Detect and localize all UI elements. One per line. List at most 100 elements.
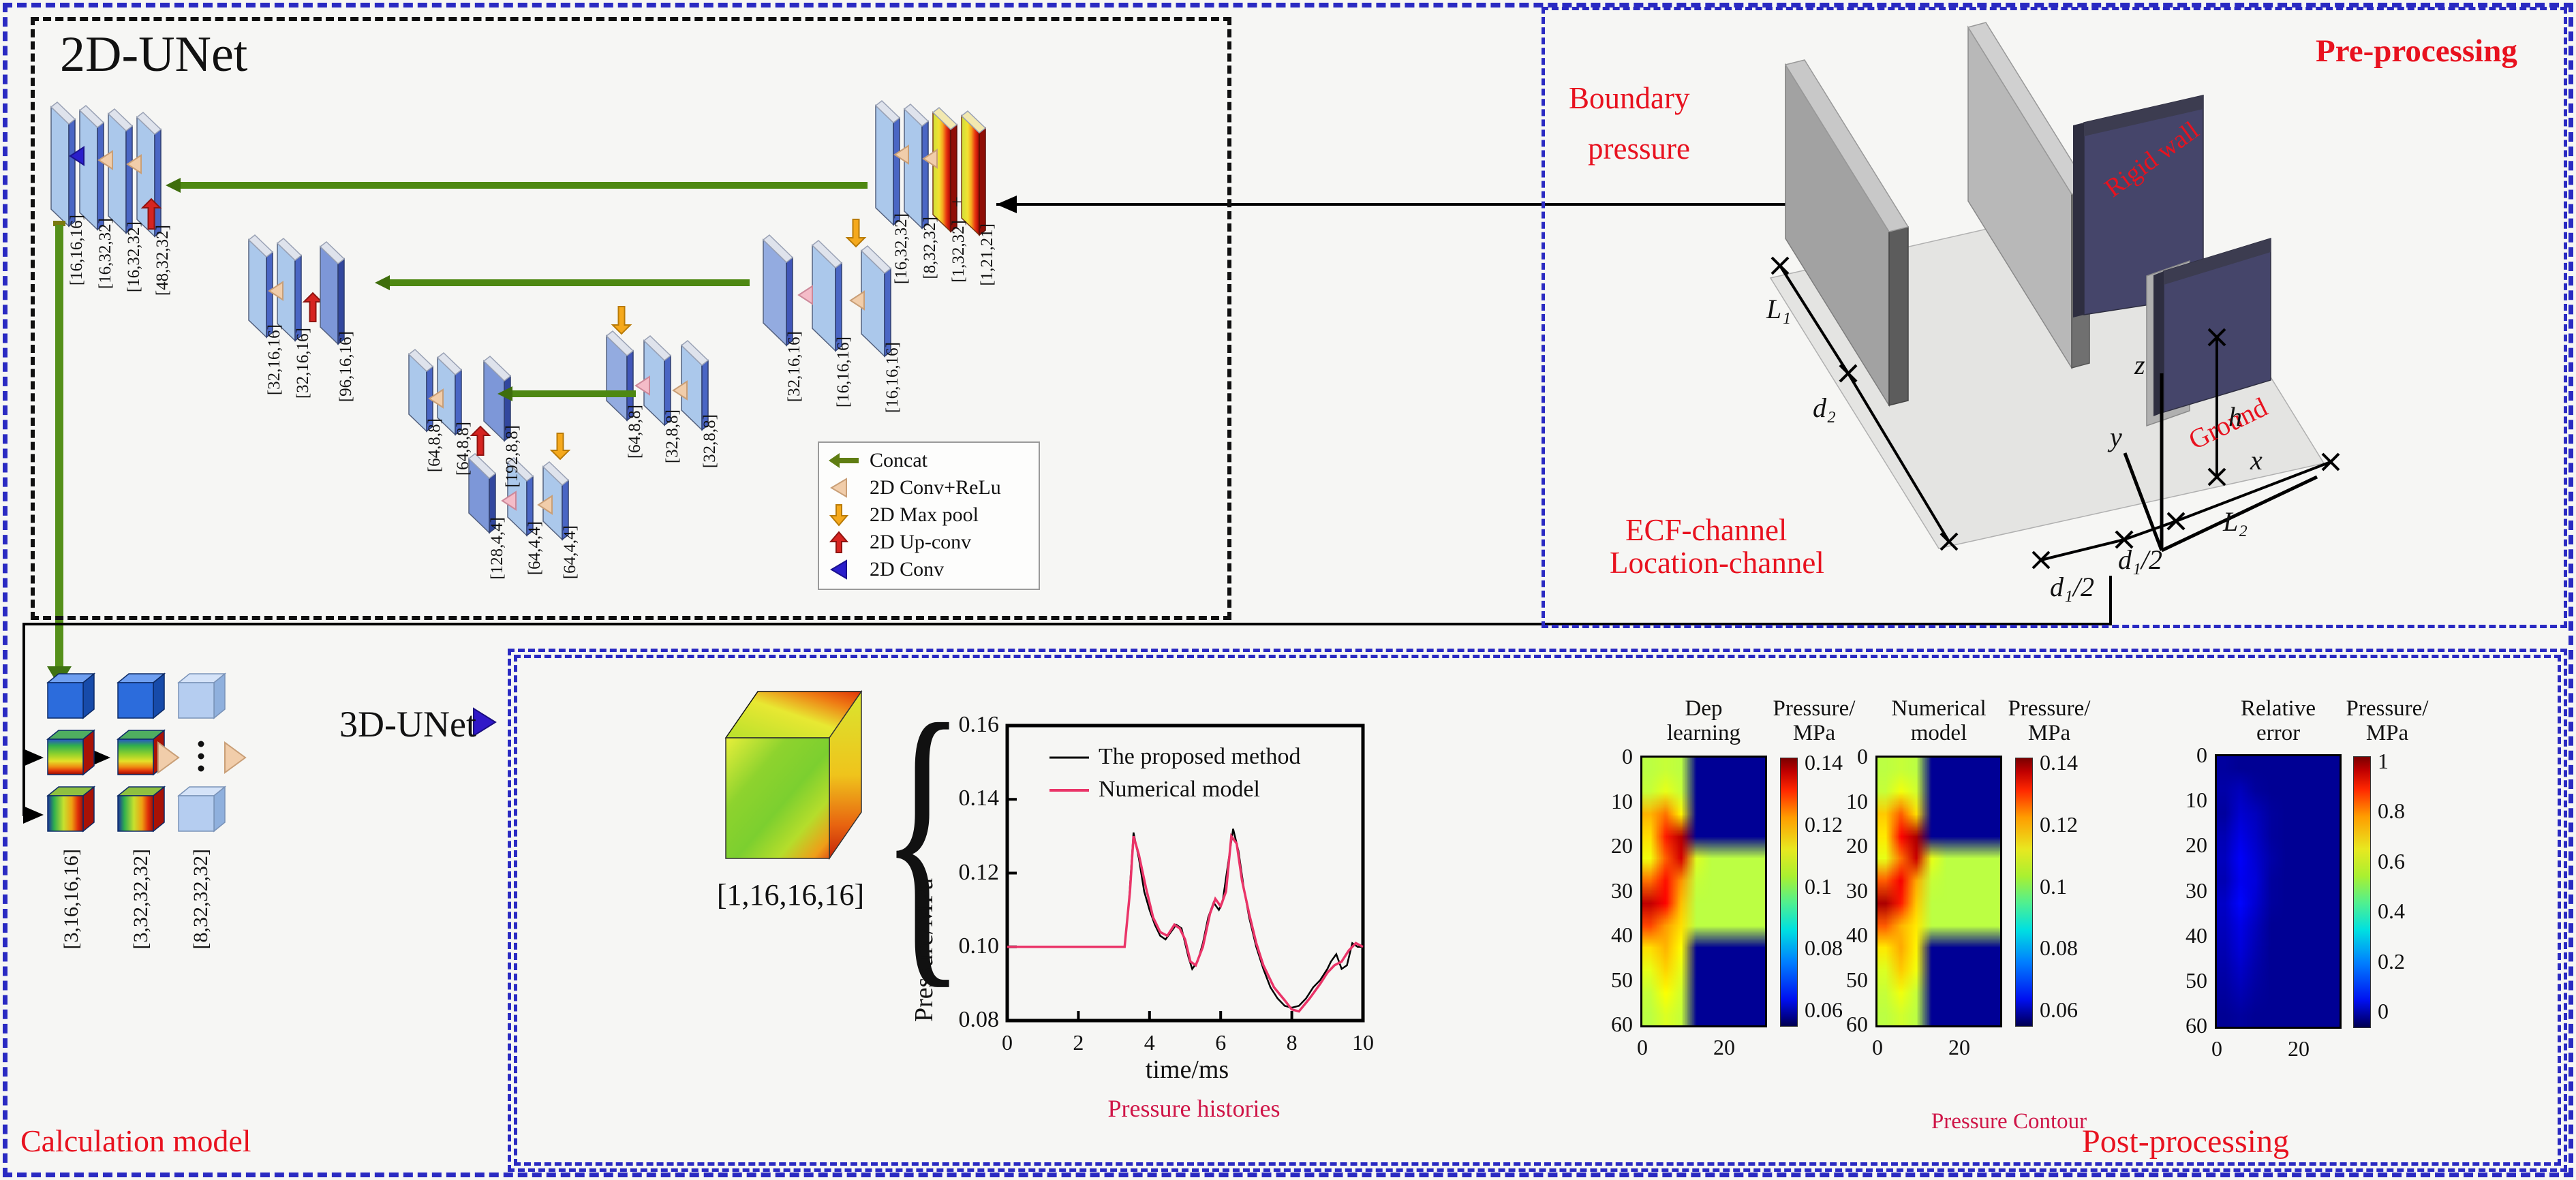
- unet-plane-top: [78, 105, 105, 128]
- green-arrow-cap: [53, 221, 65, 226]
- unet-plane-top: [680, 340, 709, 366]
- conv-relu-triangle-icon: [224, 741, 247, 774]
- conv-relu-triangle-icon: [97, 150, 113, 170]
- y-axis-head: [2125, 453, 2134, 476]
- unet-plane-top: [436, 352, 463, 375]
- dimension-line: [1847, 372, 1950, 543]
- brace-glyph: {: [880, 659, 966, 1014]
- ecf-cube-front: [117, 739, 154, 775]
- legend-item: 2D Up-conv: [829, 530, 971, 555]
- rigid-wall-1-side-face: [2073, 123, 2084, 317]
- concat-skip-line-1-head: [166, 178, 181, 193]
- conv-triangle-icon: [830, 559, 847, 580]
- location-channel-arrowhead: [23, 806, 44, 824]
- dim-tick: [2115, 530, 2134, 549]
- unet-plane-top: [860, 245, 892, 274]
- conv-relu-triangle-icon: [893, 144, 909, 165]
- unet-plane-top: [482, 356, 512, 382]
- unet-plane-top: [605, 330, 634, 356]
- unet-plane-top: [136, 112, 162, 135]
- unet-plane-top: [276, 238, 303, 261]
- unet-plane-top: [903, 104, 930, 127]
- dimension-line: [2175, 461, 2331, 523]
- pressure-histories-caption: Pressure histories: [1107, 1095, 1281, 1122]
- legend-item: Concat: [829, 448, 927, 473]
- concat-skip-line-2-head: [375, 275, 390, 290]
- heatmap-frame: [1640, 756, 1767, 1027]
- unet-plane-top: [506, 457, 534, 482]
- unet-2d-title: 2D-UNet: [60, 27, 248, 82]
- legend-item-label: Concat: [870, 449, 927, 471]
- max-pool-arrow-icon: [845, 219, 867, 248]
- dim-tick: [2031, 550, 2051, 570]
- conv-relu-triangle-icon: [672, 380, 688, 401]
- ecf-cube-front: [47, 739, 84, 775]
- up-conv-arrow-icon: [470, 425, 491, 456]
- unet-plane-top: [643, 335, 672, 361]
- conv-relu-triangle-icon: [537, 495, 553, 515]
- legend-item-label: 2D Up-conv: [870, 531, 972, 553]
- legend-item: 2D Conv: [829, 557, 944, 582]
- unet-3d-label: 3D-UNet: [339, 704, 476, 745]
- ellipsis-dot: [198, 765, 204, 772]
- boundary-pressure-arrowhead: [996, 196, 1017, 213]
- blast-wall-front-top-face: [1784, 59, 1910, 232]
- colorbar: [1780, 758, 1798, 1027]
- calculation-model-title: Calculation model: [20, 1123, 251, 1158]
- up-conv-arrow-icon: [302, 292, 324, 322]
- ecf-channel-label: ECF-channel: [1625, 513, 1788, 547]
- chart-series-numerical: [1007, 833, 1364, 1013]
- dimension-line: [1779, 264, 1850, 375]
- legend-item-label: 2D Max pool: [870, 503, 979, 526]
- heatmap-canvas: [1877, 758, 2000, 1025]
- light-cube-front: [178, 682, 215, 719]
- preprocessing-title: Pre-processing: [2316, 33, 2517, 69]
- dim-tick: [1839, 364, 1858, 383]
- unet-plane-top: [247, 234, 274, 258]
- unet-output-plane-top: [960, 110, 987, 134]
- heatmap-frame: [1875, 756, 2002, 1027]
- x-axis: [2160, 475, 2318, 553]
- unet-plane-top: [408, 349, 434, 372]
- postprocessing-box: [508, 649, 2567, 1172]
- post-input-cube-label: [1,16,16,16]: [716, 878, 865, 912]
- conv-relu-triangle-icon: [501, 491, 517, 511]
- unet-plane-top: [811, 240, 843, 268]
- dimension-line: [2040, 538, 2125, 561]
- time-axis-title: time/ms: [1145, 1055, 1229, 1084]
- rigid-wall-2-top-band: [2164, 238, 2271, 285]
- conv-relu-triangle-icon: [849, 290, 865, 311]
- location-channel-label: Location-channel: [1610, 546, 1824, 580]
- max-pool-arrow-icon: [549, 433, 571, 461]
- heatmap-canvas: [1642, 758, 1765, 1025]
- dim-tick: [1939, 532, 1959, 551]
- pressure-contour-caption: Pressure Contour: [1931, 1109, 2087, 1134]
- unet-plane-top: [542, 461, 570, 486]
- boundary-pressure-label-line1: Boundary: [1569, 81, 1690, 115]
- rigid-wall-1-top-band: [2084, 95, 2203, 136]
- dim-tick: [1770, 256, 1790, 275]
- conv-relu-triangle-icon: [634, 375, 650, 396]
- legend-item-label: 2D Conv: [870, 558, 945, 580]
- ecf-channel-arrowhead: [23, 749, 44, 766]
- heatmap-frame: [2215, 754, 2342, 1029]
- blue-cube-front: [47, 682, 84, 719]
- unet-plane-top: [107, 108, 134, 131]
- unet-plane-top: [874, 100, 901, 123]
- conv-relu-triangle-icon: [268, 281, 283, 301]
- x-axis-head: [2295, 477, 2317, 488]
- unet-plane-top: [319, 241, 346, 264]
- legend-item-label: 2D Conv+ReLu: [870, 476, 1001, 499]
- outer-dashed-frame: [3, 3, 2573, 1177]
- concat-arrow-icon: [829, 453, 859, 468]
- conv-relu-triangle-icon: [428, 388, 444, 409]
- unet-2d-box: [31, 17, 1231, 620]
- postprocessing-title: Post-processing: [2082, 1123, 2289, 1160]
- unet-output-plane-top: [932, 107, 958, 130]
- unet3d-input-triangle-icon: [473, 707, 497, 737]
- max-pool-arrow-icon: [611, 306, 632, 335]
- ellipsis-dot: [198, 753, 204, 760]
- heatmap-canvas: [2217, 756, 2340, 1027]
